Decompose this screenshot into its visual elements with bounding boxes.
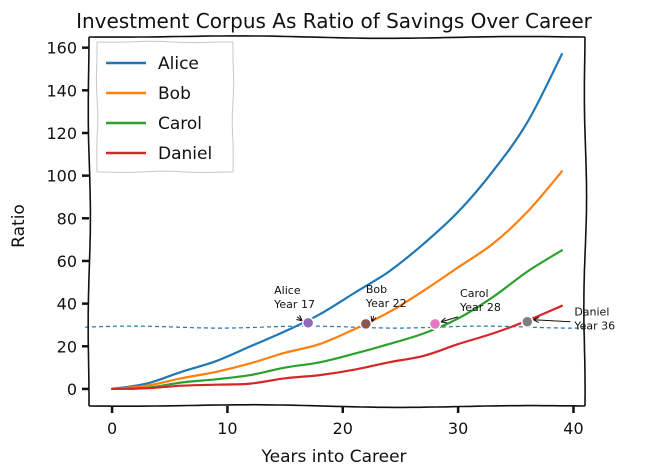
y-tick-label: 140: [46, 81, 77, 100]
series-line-alice: [111, 53, 563, 390]
y-tick-label: 160: [46, 39, 77, 58]
chart-title: Investment Corpus As Ratio of Savings Ov…: [76, 9, 593, 33]
annotation-label: Bob Year 22: [365, 283, 407, 310]
x-tick-label: 0: [107, 419, 117, 438]
annotation-arrowhead: [532, 316, 540, 324]
legend-label-bob: Bob: [158, 84, 191, 104]
annotation-arrow: [440, 316, 459, 323]
annotation-arrowhead: [370, 315, 377, 323]
axis-frame-top: [88, 35, 586, 40]
series-line-carol: [111, 249, 563, 390]
y-tick-label: 0: [67, 380, 77, 399]
axis-frame-right: [582, 36, 588, 406]
legend-box: [95, 40, 235, 174]
y-tick-label: 80: [57, 209, 77, 228]
annotation-marker: [301, 316, 315, 330]
annotation-label: Daniel Year 36: [573, 306, 615, 333]
y-tick-label: 20: [57, 337, 77, 356]
y-tick-label: 120: [46, 124, 77, 143]
annotation-arrowhead: [439, 317, 448, 324]
annotation-label: Carol Year 28: [459, 287, 501, 314]
x-tick-label: 20: [333, 419, 353, 438]
x-tick-label: 10: [217, 419, 237, 438]
annotation-carol: Carol Year 28: [428, 287, 501, 331]
reference-line: [84, 325, 590, 329]
y-tick-label: 40: [57, 295, 77, 314]
y-tick-label: 100: [46, 167, 77, 186]
x-tick-label: 40: [563, 419, 583, 438]
annotation-arrowhead: [296, 315, 304, 322]
legend-label-carol: Carol: [158, 114, 202, 134]
y-axis-label: Ratio: [9, 204, 29, 248]
annotation-marker: [521, 315, 534, 328]
annotation-label: Alice Year 17: [273, 284, 315, 311]
annotation-marker: [359, 317, 373, 331]
series-line-daniel: [111, 304, 563, 390]
x-tick-label: 30: [448, 419, 468, 438]
annotation-marker: [428, 317, 442, 331]
series-line-bob: [111, 170, 563, 390]
axis-frame-left: [87, 37, 92, 406]
annotation-bob: Bob Year 22: [359, 283, 407, 331]
annotation-arrow: [533, 319, 571, 323]
y-tick-label: 60: [57, 252, 77, 271]
annotation-alice: Alice Year 17: [273, 284, 315, 330]
axis-frame-bottom: [88, 403, 586, 409]
legend-label-daniel: Daniel: [158, 144, 212, 164]
legend-label-alice: Alice: [158, 54, 199, 74]
x-axis-label: Years into Career: [260, 447, 406, 467]
